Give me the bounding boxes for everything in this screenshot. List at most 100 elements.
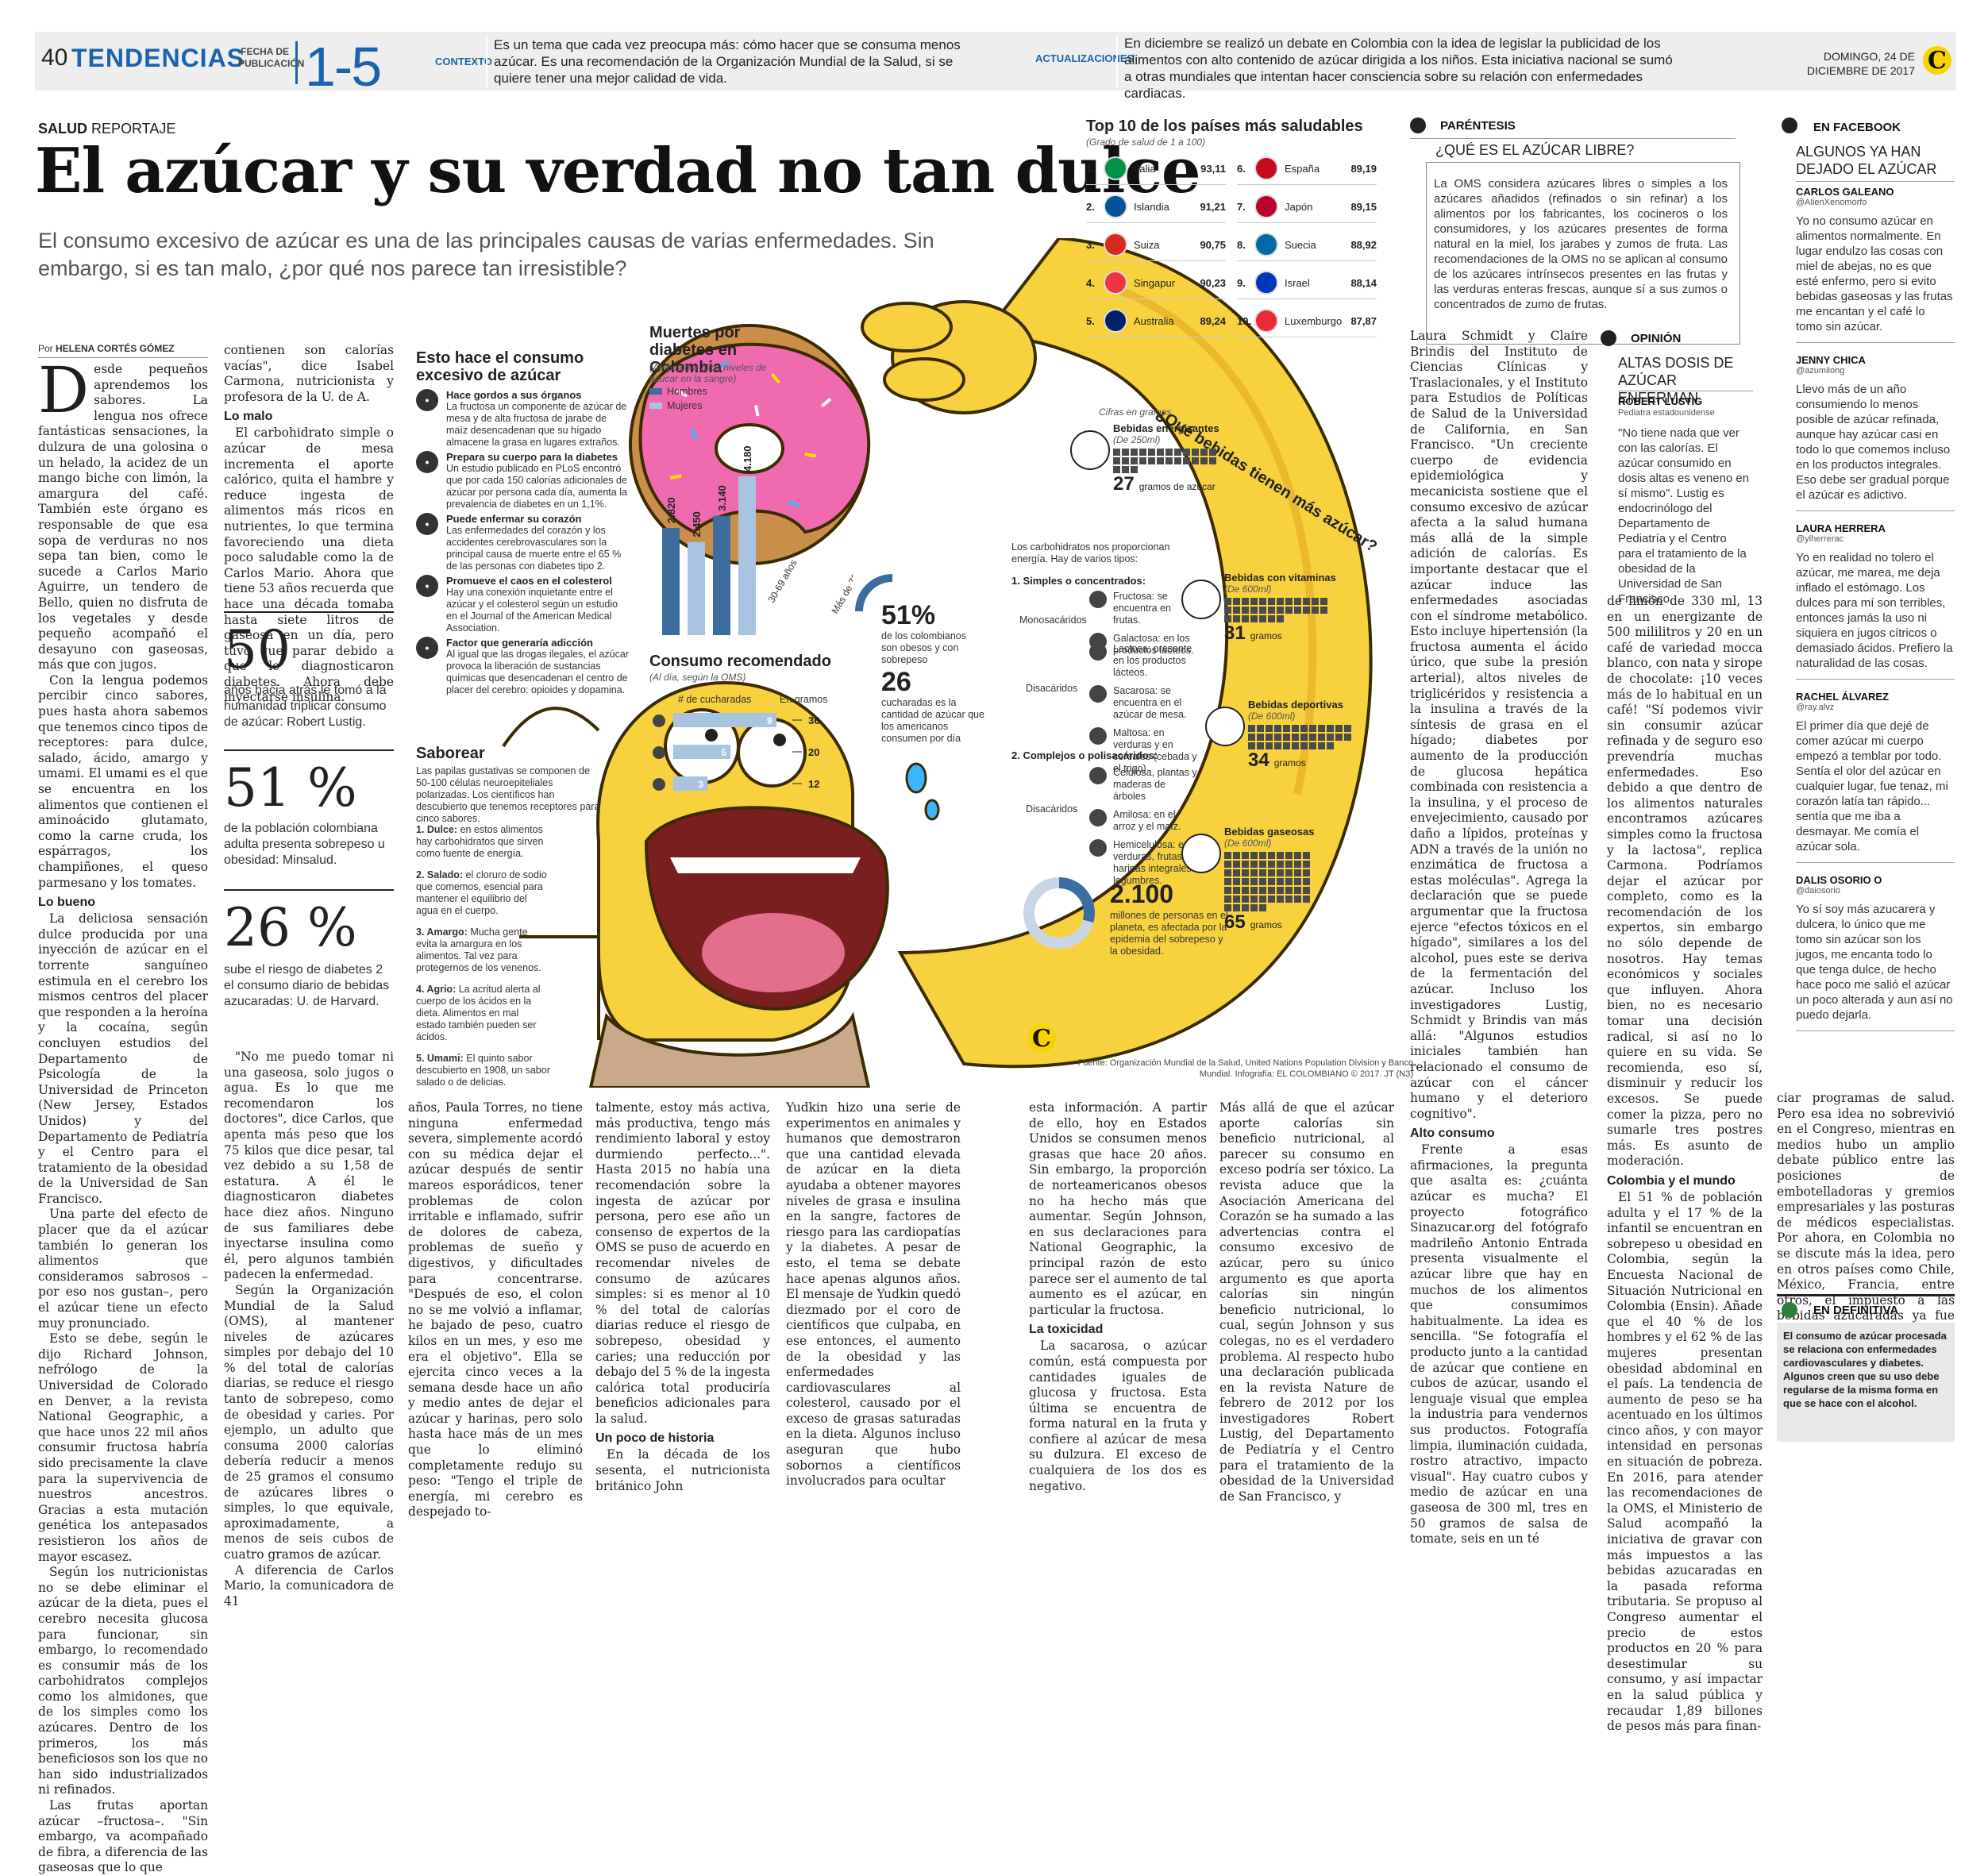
gram-cube bbox=[1233, 615, 1240, 622]
infographic: Esto hace el consumo excesivo de azúcar … bbox=[408, 238, 1416, 1088]
top10-country: Australia bbox=[1134, 314, 1174, 327]
gram-cube bbox=[1248, 742, 1255, 749]
taste-name: 5. Umami: bbox=[416, 1053, 464, 1064]
cifras: Cifras en gramos bbox=[1099, 406, 1172, 418]
gram-cube bbox=[1224, 852, 1231, 859]
fb-post-handle: @ylherrerac bbox=[1796, 534, 1844, 544]
gram-cube bbox=[1148, 457, 1155, 464]
gram-cube bbox=[1294, 878, 1301, 885]
consumo-head-gramos: En gramos bbox=[780, 694, 828, 705]
gram-cube bbox=[1224, 887, 1231, 894]
fb-post-name: RACHEL ÁLVAREZ bbox=[1796, 691, 1889, 703]
effect-title: Puede enfermar su corazón bbox=[446, 513, 582, 525]
taste-text: El quinto sabor descubierto en 1908, un … bbox=[416, 1053, 550, 1088]
gram-cube bbox=[1242, 598, 1249, 605]
stat2-value: 51 % bbox=[224, 757, 357, 819]
carb-text: Galactosa: en los productos lácteos. bbox=[1113, 633, 1194, 656]
gram-cube bbox=[1292, 734, 1299, 741]
top10-rank: 5. bbox=[1086, 314, 1095, 327]
gram-cube bbox=[1327, 734, 1334, 741]
gram-cube bbox=[1300, 725, 1308, 732]
top10-rank: 10. bbox=[1237, 314, 1252, 327]
gram-cube bbox=[1259, 887, 1266, 894]
gram-cube bbox=[1250, 607, 1258, 614]
drink-item: Bebidas deportivas (De 600ml) 34 gramos bbox=[1205, 699, 1385, 772]
top10-sub: (Grado de salud de 1 a 100) bbox=[1086, 137, 1206, 148]
gram-cube bbox=[1318, 742, 1325, 749]
opinion-head: OPINIÓN bbox=[1631, 332, 1682, 345]
gram-cube bbox=[1131, 457, 1138, 464]
ring-fg bbox=[1023, 877, 1095, 949]
effect-title: Hace gordos a sus órganos bbox=[446, 389, 582, 401]
gram-cube bbox=[1277, 598, 1284, 605]
top10-score: 88,14 bbox=[1350, 276, 1377, 289]
muertes-bar bbox=[688, 541, 705, 635]
col2-p3: "No me puedo tomar ni una gaseosa, solo … bbox=[224, 1050, 394, 1282]
muertes-bar bbox=[738, 476, 756, 635]
gram-cube bbox=[1242, 852, 1249, 859]
gram-cube bbox=[1257, 725, 1264, 732]
fb-post-handle: @azumilong bbox=[1796, 366, 1845, 376]
top10-row: 5. Australia 89,24 bbox=[1086, 305, 1226, 337]
gram-cube bbox=[1224, 615, 1231, 622]
gram-cube bbox=[1259, 607, 1266, 614]
kicker-bold: SALUD bbox=[38, 121, 87, 137]
gram-cube bbox=[1192, 449, 1199, 456]
legend-mujeres: Mujeres bbox=[667, 400, 703, 411]
gram-cube bbox=[1259, 861, 1266, 868]
gram-cube bbox=[1209, 449, 1216, 456]
gram-cube bbox=[1248, 725, 1255, 732]
homer-head bbox=[502, 680, 889, 1088]
drink-icon bbox=[1181, 834, 1221, 873]
definitiva-icon bbox=[1782, 1302, 1797, 1318]
gram-cube bbox=[1248, 734, 1255, 741]
column-2-top: contienen son calorías vacías", dice Isa… bbox=[224, 343, 394, 706]
gram-cube bbox=[1224, 869, 1231, 876]
dropcap: D bbox=[38, 353, 90, 427]
section-name[interactable]: TENDENCIAS bbox=[71, 44, 245, 72]
muertes-sub: (Atribuido a altos niveles de azúcar en … bbox=[649, 362, 767, 384]
bottom-col4-end: En la década de los sesenta, el nutricio… bbox=[595, 1447, 770, 1493]
gram-cube bbox=[1250, 852, 1258, 859]
gram-cube bbox=[1224, 896, 1231, 903]
flag-icon bbox=[1104, 156, 1127, 180]
drink-grid bbox=[1113, 449, 1216, 473]
saborear-intro: Las papilas gustativas se componen de 50… bbox=[416, 765, 600, 824]
gram-cube bbox=[1183, 449, 1190, 456]
parentesis-box bbox=[1426, 162, 1740, 345]
carb-item: Amilosa: en el arroz y el maíz. bbox=[1089, 809, 1200, 833]
mono-items: Fructosa: se encuentra en frutas. Galacto… bbox=[1089, 591, 1200, 663]
heart-icon: • bbox=[416, 513, 438, 535]
top10-row: 4. Singapur 90,23 bbox=[1086, 267, 1226, 299]
poli-items: Celulosa, plantas y maderas de árboles Am… bbox=[1089, 767, 1200, 893]
gram-cube bbox=[1274, 734, 1281, 741]
fb-post: JENNY CHICA @azumilong Llevo más de un año… bbox=[1796, 354, 1955, 511]
drink-grams: 31 bbox=[1224, 622, 1246, 644]
taste-item: 1. Dulce: en estos alimentos hay carbohi… bbox=[416, 824, 551, 860]
legend-mujeres-swatch bbox=[649, 403, 662, 409]
gram-cube bbox=[1157, 449, 1164, 456]
fb-head: EN FACEBOOK bbox=[1813, 121, 1901, 134]
fb-post-text: El primer día que dejé de comer azúcar m… bbox=[1796, 719, 1948, 853]
gram-cube bbox=[1303, 598, 1310, 605]
consumo-gramos-label: 12 bbox=[808, 778, 819, 790]
top10-rank: 4. bbox=[1086, 276, 1095, 289]
pancreas-icon: • bbox=[416, 451, 438, 473]
contexto-divider bbox=[486, 35, 487, 87]
drink-name: Bebidas con vitaminas bbox=[1224, 572, 1336, 584]
gram-cube bbox=[1268, 607, 1275, 614]
homer-tongue bbox=[702, 913, 845, 992]
gram-cube bbox=[1233, 607, 1240, 614]
opinion-text: "No tiene nada que ver con las calorías.… bbox=[1618, 426, 1750, 606]
col1-p6: Según los nutricionistas no se debe elim… bbox=[38, 1565, 208, 1797]
gram-cube bbox=[1233, 878, 1240, 885]
drink-value: 27 gramos de azúcar bbox=[1099, 473, 1250, 495]
taste-item: 3. Amargo: Mucha gente evita la amargura… bbox=[416, 926, 551, 974]
bottom-col3-text: años, Paula Torres, no tiene ninguna enf… bbox=[408, 1100, 583, 1520]
legend-hombres-item: Hombres bbox=[649, 386, 707, 398]
deck: El consumo excesivo de azúcar es una de … bbox=[38, 229, 934, 280]
kicker: SALUD REPORTAJE bbox=[38, 121, 175, 137]
fb-post-handle: @ray.alvz bbox=[1796, 703, 1835, 712]
right-col-c: ciar programas de salud. Pero esa idea n… bbox=[1777, 1091, 1955, 1340]
colombiano-logo[interactable]: C bbox=[1923, 46, 1951, 75]
